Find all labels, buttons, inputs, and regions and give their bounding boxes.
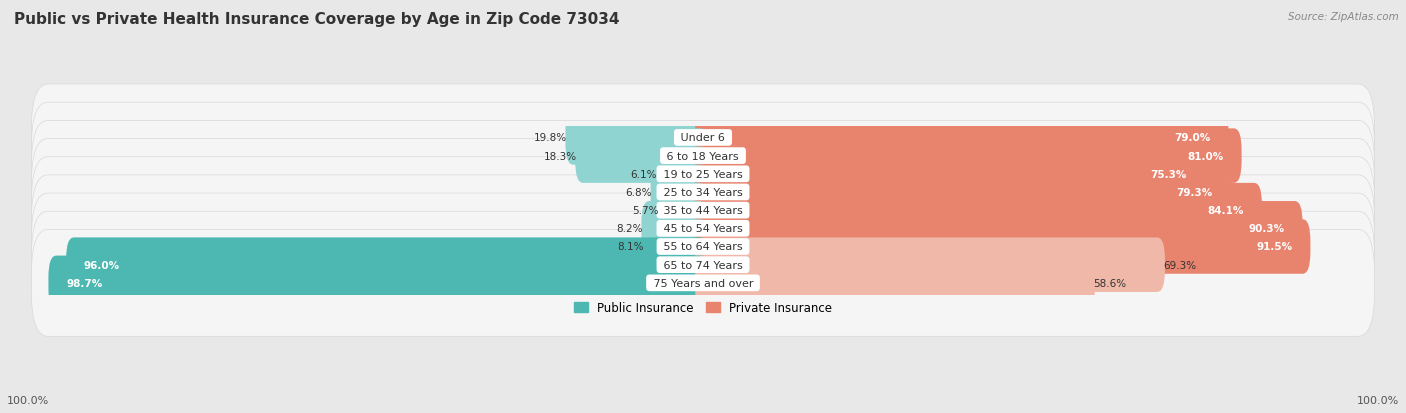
Text: Public vs Private Health Insurance Coverage by Age in Zip Code 73034: Public vs Private Health Insurance Cover…	[14, 12, 620, 27]
Text: 98.7%: 98.7%	[66, 278, 103, 288]
Text: 45 to 54 Years: 45 to 54 Years	[659, 224, 747, 234]
FancyBboxPatch shape	[31, 121, 1375, 228]
FancyBboxPatch shape	[31, 194, 1375, 300]
Text: 75.3%: 75.3%	[1150, 169, 1187, 179]
FancyBboxPatch shape	[575, 129, 711, 183]
Text: 8.1%: 8.1%	[617, 242, 644, 252]
Text: 25 to 34 Years: 25 to 34 Years	[659, 188, 747, 197]
FancyBboxPatch shape	[695, 129, 1241, 183]
Text: 58.6%: 58.6%	[1094, 278, 1126, 288]
Text: 55 to 64 Years: 55 to 64 Years	[659, 242, 747, 252]
FancyBboxPatch shape	[695, 238, 1166, 292]
Text: 100.0%: 100.0%	[7, 395, 49, 405]
Text: 19.8%: 19.8%	[534, 133, 567, 143]
FancyBboxPatch shape	[31, 176, 1375, 282]
Text: 84.1%: 84.1%	[1208, 206, 1244, 216]
Text: 90.3%: 90.3%	[1249, 224, 1285, 234]
FancyBboxPatch shape	[695, 165, 1230, 220]
Text: 69.3%: 69.3%	[1164, 260, 1197, 270]
Legend: Public Insurance, Private Insurance: Public Insurance, Private Insurance	[569, 297, 837, 319]
FancyBboxPatch shape	[31, 157, 1375, 264]
Text: 19 to 25 Years: 19 to 25 Years	[659, 169, 747, 179]
FancyBboxPatch shape	[695, 147, 1205, 202]
FancyBboxPatch shape	[651, 165, 711, 220]
Text: 6.8%: 6.8%	[626, 188, 652, 197]
FancyBboxPatch shape	[658, 183, 711, 238]
Text: 81.0%: 81.0%	[1188, 151, 1223, 161]
FancyBboxPatch shape	[31, 85, 1375, 191]
FancyBboxPatch shape	[695, 111, 1229, 165]
Text: Source: ZipAtlas.com: Source: ZipAtlas.com	[1288, 12, 1399, 22]
FancyBboxPatch shape	[643, 220, 711, 274]
FancyBboxPatch shape	[641, 202, 711, 256]
Text: 75 Years and over: 75 Years and over	[650, 278, 756, 288]
Text: 96.0%: 96.0%	[84, 260, 120, 270]
FancyBboxPatch shape	[31, 139, 1375, 246]
Text: 100.0%: 100.0%	[1357, 395, 1399, 405]
Text: 65 to 74 Years: 65 to 74 Years	[659, 260, 747, 270]
Text: 6.1%: 6.1%	[630, 169, 657, 179]
Text: 6 to 18 Years: 6 to 18 Years	[664, 151, 742, 161]
FancyBboxPatch shape	[31, 103, 1375, 209]
FancyBboxPatch shape	[565, 111, 711, 165]
FancyBboxPatch shape	[48, 256, 711, 310]
Text: 91.5%: 91.5%	[1257, 242, 1292, 252]
FancyBboxPatch shape	[695, 202, 1302, 256]
FancyBboxPatch shape	[695, 220, 1310, 274]
FancyBboxPatch shape	[695, 256, 1095, 310]
Text: Under 6: Under 6	[678, 133, 728, 143]
Text: 8.2%: 8.2%	[616, 224, 643, 234]
FancyBboxPatch shape	[655, 147, 711, 202]
FancyBboxPatch shape	[695, 183, 1263, 238]
FancyBboxPatch shape	[31, 212, 1375, 318]
FancyBboxPatch shape	[31, 230, 1375, 337]
Text: 35 to 44 Years: 35 to 44 Years	[659, 206, 747, 216]
Text: 79.3%: 79.3%	[1177, 188, 1213, 197]
Text: 79.0%: 79.0%	[1174, 133, 1211, 143]
Text: 5.7%: 5.7%	[633, 206, 659, 216]
FancyBboxPatch shape	[66, 238, 711, 292]
Text: 18.3%: 18.3%	[543, 151, 576, 161]
